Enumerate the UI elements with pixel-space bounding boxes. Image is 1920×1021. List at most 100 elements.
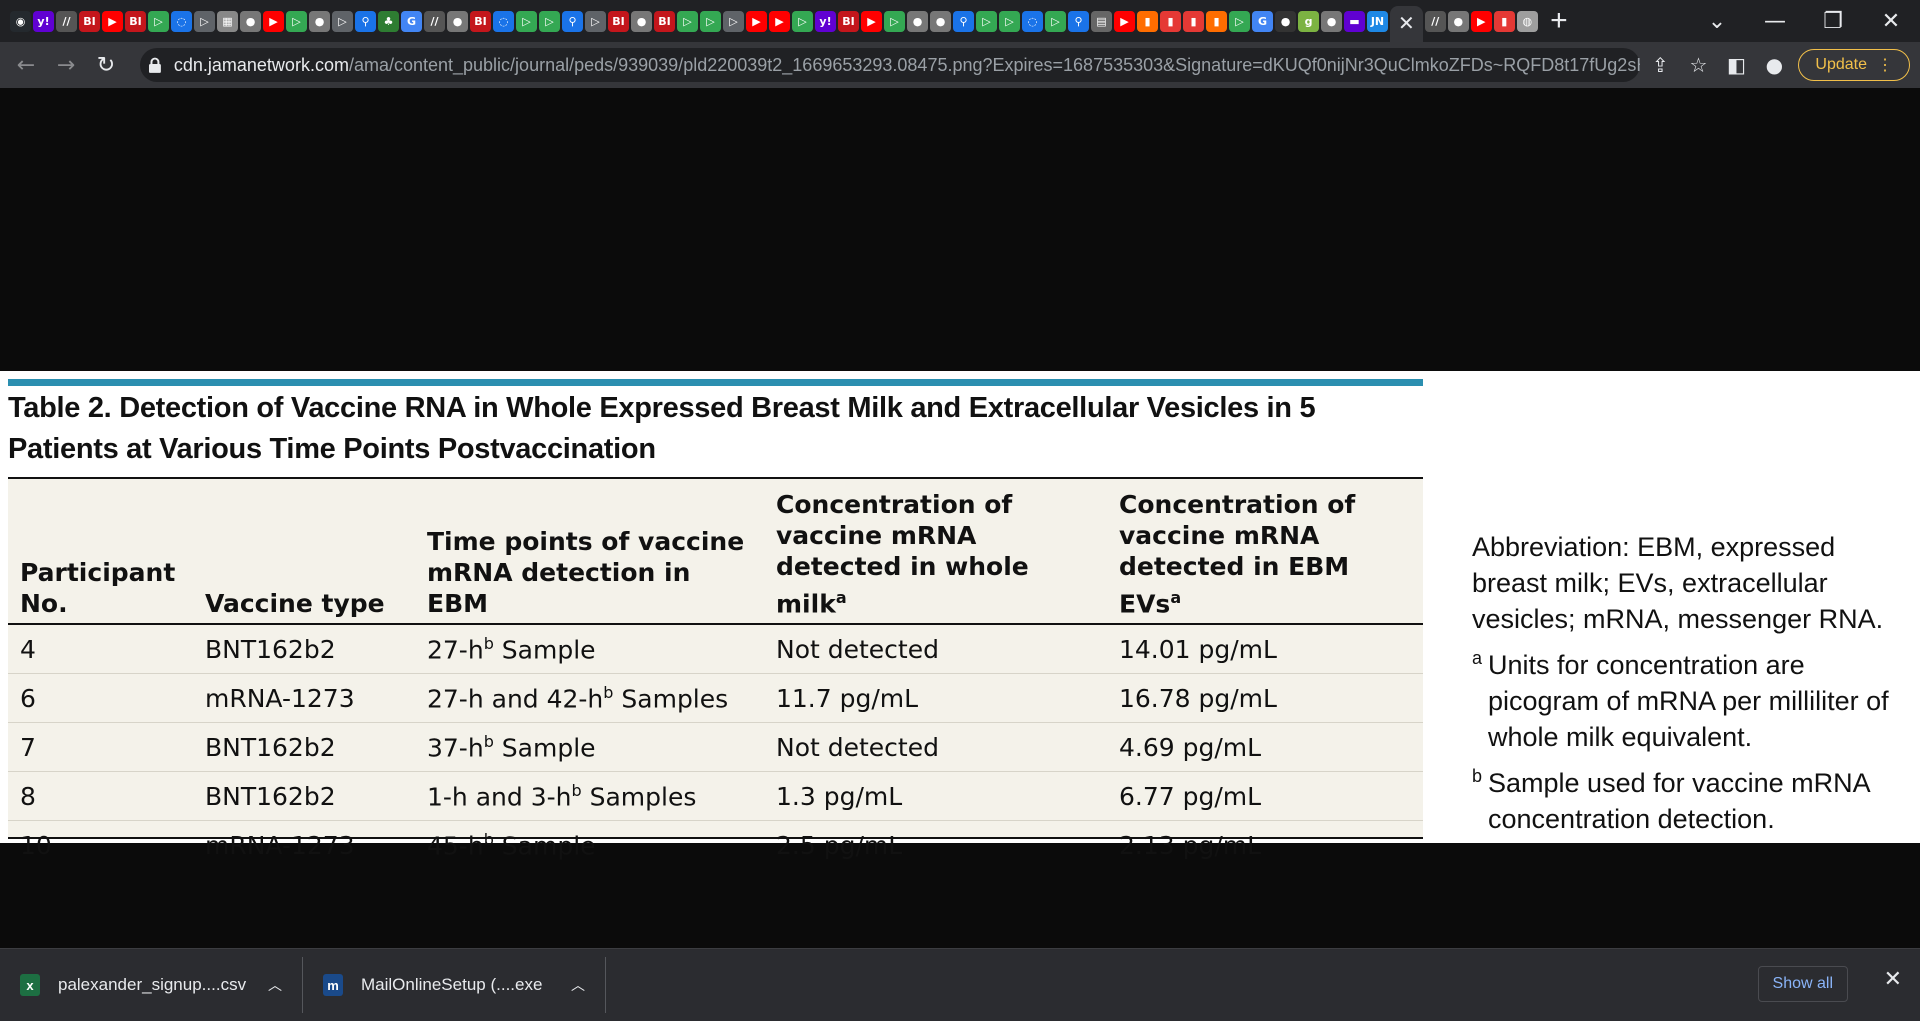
forward-icon[interactable]: ▷	[585, 10, 606, 32]
avatar-icon[interactable]: ◍	[1516, 10, 1538, 32]
business-insider-icon[interactable]: BI	[79, 10, 100, 32]
bookmark-icon[interactable]: ▮	[1206, 10, 1227, 32]
youtube-icon[interactable]: ▶	[1114, 10, 1135, 32]
youtube-icon[interactable]: ▶	[1470, 10, 1492, 32]
search-icon[interactable]: ⚲	[1068, 10, 1089, 32]
business-insider-icon[interactable]: BI	[125, 10, 146, 32]
circle-icon[interactable]: ●	[1275, 10, 1296, 32]
chevron-up-icon[interactable]: ︿	[268, 978, 282, 994]
pocket-icon[interactable]: //	[424, 10, 445, 32]
youtube-icon[interactable]: ▶	[102, 10, 123, 32]
jn-icon[interactable]: JN	[1367, 10, 1388, 32]
url-text[interactable]: cdn.jamanetwork.com/ama/content_public/j…	[174, 55, 1640, 76]
footnote-a: a Units for concentration are picogram o…	[1472, 647, 1912, 755]
table-row: 4 BNT162b2 27-hb Sample Not detected 14.01 p…	[8, 624, 1423, 675]
side-panel-icon[interactable]: ◧	[1726, 53, 1746, 77]
play-icon[interactable]: ▷	[884, 10, 905, 32]
share-icon[interactable]: ⇪	[1652, 53, 1669, 77]
play-icon[interactable]: ▷	[539, 10, 560, 32]
close-window-button[interactable]: ✕	[1881, 8, 1901, 34]
bookmark-icon[interactable]: ▮	[1160, 10, 1181, 32]
grid-icon[interactable]: ▦	[217, 10, 238, 32]
address-bar[interactable]: cdn.jamanetwork.com/ama/content_public/j…	[140, 48, 1640, 82]
youtube-icon[interactable]: ▶	[746, 10, 767, 32]
restore-button[interactable]: ❐	[1823, 8, 1843, 34]
play-icon[interactable]: ▷	[1045, 10, 1066, 32]
abbreviation-note: Abbreviation: EBM, expressed breast milk…	[1472, 532, 1884, 634]
close-download-bar-icon[interactable]: ✕	[1883, 967, 1902, 992]
show-all-button[interactable]: Show all	[1757, 966, 1848, 1002]
search-icon[interactable]: ⚲	[562, 10, 583, 32]
yahoo-icon[interactable]: y!	[815, 10, 836, 32]
pocket-icon[interactable]: //	[1424, 10, 1446, 32]
time-text: 27-h and 42-h	[427, 684, 604, 714]
business-insider-icon[interactable]: BI	[608, 10, 629, 32]
google-icon[interactable]: G	[1252, 10, 1273, 32]
bookmark-icon[interactable]: ▮	[1137, 10, 1158, 32]
cell-whole-milk: 1.3 pg/mL	[764, 771, 1107, 822]
shield-icon[interactable]: ◌	[493, 10, 514, 32]
business-insider-icon[interactable]: BI	[470, 10, 491, 32]
pocket-icon[interactable]: //	[56, 10, 77, 32]
google-icon[interactable]: G	[401, 10, 422, 32]
play-icon[interactable]: ▷	[792, 10, 813, 32]
download-items: x palexander_signup....csv ︿ m MailOnlineSet…	[0, 957, 606, 1013]
globe-icon[interactable]: ●	[447, 10, 468, 32]
globe-icon[interactable]: ●	[930, 10, 951, 32]
yahoo-icon[interactable]: y!	[33, 10, 54, 32]
forward-icon[interactable]: ▷	[723, 10, 744, 32]
play-icon[interactable]: ▷	[148, 10, 169, 32]
bookmark-star-icon[interactable]: ☆	[1689, 53, 1708, 77]
search-icon[interactable]: ⚲	[953, 10, 974, 32]
youtube-icon[interactable]: ▶	[861, 10, 882, 32]
mail-icon[interactable]: ▬	[1344, 10, 1365, 32]
globe-icon[interactable]: ●	[309, 10, 330, 32]
bookmark-icon[interactable]: ▮	[1183, 10, 1204, 32]
download-bar: x palexander_signup....csv ︿ m MailOnlineSet…	[0, 948, 1920, 1021]
globe-icon[interactable]: ●	[240, 10, 261, 32]
download-item[interactable]: m MailOnlineSetup (....exe ︿	[303, 957, 606, 1013]
profile-icon[interactable]: ●	[1765, 53, 1784, 77]
github-icon[interactable]: ◉	[10, 10, 31, 32]
close-tab-icon[interactable]: ✕	[1398, 13, 1415, 35]
globe-icon[interactable]: ●	[1447, 10, 1469, 32]
play-icon[interactable]: ▷	[516, 10, 537, 32]
forward-icon[interactable]: ▷	[332, 10, 353, 32]
play-icon[interactable]: ▷	[700, 10, 721, 32]
chevron-up-icon[interactable]: ︿	[571, 978, 585, 994]
business-insider-icon[interactable]: BI	[838, 10, 859, 32]
cell-participant: 10	[20, 830, 52, 860]
play-icon[interactable]: ▷	[286, 10, 307, 32]
lock-icon[interactable]	[148, 57, 162, 73]
forward-icon[interactable]: →	[56, 52, 76, 78]
active-tab[interactable]: ✕	[1390, 6, 1423, 42]
reload-icon[interactable]: ↻	[96, 52, 116, 78]
globe-icon[interactable]: ●	[907, 10, 928, 32]
news-icon[interactable]: ▤	[1091, 10, 1112, 32]
footnote-a-marker: a	[1170, 588, 1182, 607]
play-icon[interactable]: ▷	[976, 10, 997, 32]
minimize-button[interactable]: —	[1764, 8, 1786, 34]
tab-search-dropdown-icon[interactable]: ⌄	[1707, 8, 1727, 34]
new-tab-button[interactable]: +	[1550, 4, 1568, 37]
play-icon[interactable]: ▷	[677, 10, 698, 32]
update-button[interactable]: Update ⋮	[1798, 49, 1910, 81]
globe-icon[interactable]: ●	[631, 10, 652, 32]
youtube-icon[interactable]: ▶	[263, 10, 284, 32]
title-accent-bar	[8, 379, 1423, 386]
forward-icon[interactable]: ▷	[194, 10, 215, 32]
play-icon[interactable]: ▷	[999, 10, 1020, 32]
play-icon[interactable]: ▷	[1229, 10, 1250, 32]
business-insider-icon[interactable]: BI	[654, 10, 675, 32]
g-icon[interactable]: g	[1298, 10, 1319, 32]
shield-icon[interactable]: ◌	[171, 10, 192, 32]
shield-icon[interactable]: ◌	[1022, 10, 1043, 32]
bookmark-icon[interactable]: ▮	[1493, 10, 1515, 32]
globe-icon[interactable]: ●	[1321, 10, 1342, 32]
back-icon[interactable]: ←	[16, 52, 36, 78]
download-item[interactable]: x palexander_signup....csv ︿	[0, 957, 303, 1013]
youtube-icon[interactable]: ▶	[769, 10, 790, 32]
search-icon[interactable]: ⚲	[355, 10, 376, 32]
cell-vaccine-type: mRNA-1273	[205, 830, 355, 860]
tree-icon[interactable]: ♣	[378, 10, 399, 32]
